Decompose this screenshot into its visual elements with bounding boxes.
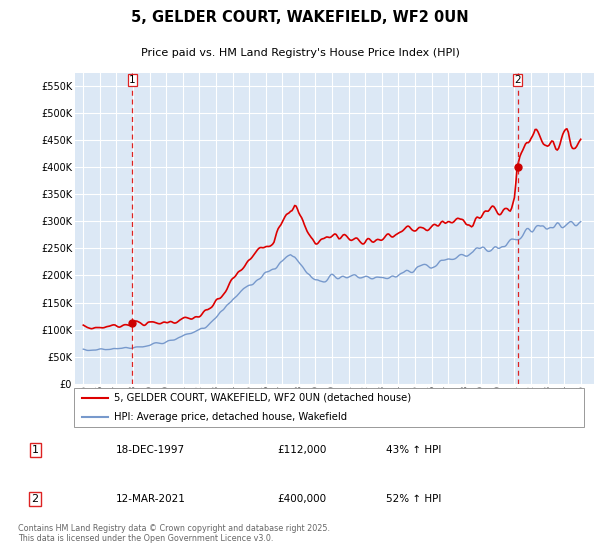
Text: 5, GELDER COURT, WAKEFIELD, WF2 0UN (detached house): 5, GELDER COURT, WAKEFIELD, WF2 0UN (det… — [113, 393, 411, 403]
Text: 5, GELDER COURT, WAKEFIELD, WF2 0UN: 5, GELDER COURT, WAKEFIELD, WF2 0UN — [131, 10, 469, 25]
Text: 1: 1 — [129, 75, 136, 85]
Text: 43% ↑ HPI: 43% ↑ HPI — [386, 445, 442, 455]
FancyBboxPatch shape — [74, 388, 583, 427]
Text: 2: 2 — [514, 75, 521, 85]
Text: Price paid vs. HM Land Registry's House Price Index (HPI): Price paid vs. HM Land Registry's House … — [140, 48, 460, 58]
Text: £112,000: £112,000 — [277, 445, 326, 455]
Text: 1: 1 — [32, 445, 38, 455]
Text: 18-DEC-1997: 18-DEC-1997 — [116, 445, 185, 455]
Text: £400,000: £400,000 — [277, 494, 326, 504]
Text: 2: 2 — [31, 494, 38, 504]
Text: Contains HM Land Registry data © Crown copyright and database right 2025.
This d: Contains HM Land Registry data © Crown c… — [18, 524, 330, 543]
Text: HPI: Average price, detached house, Wakefield: HPI: Average price, detached house, Wake… — [113, 412, 347, 422]
Text: 12-MAR-2021: 12-MAR-2021 — [116, 494, 185, 504]
Text: 52% ↑ HPI: 52% ↑ HPI — [386, 494, 442, 504]
